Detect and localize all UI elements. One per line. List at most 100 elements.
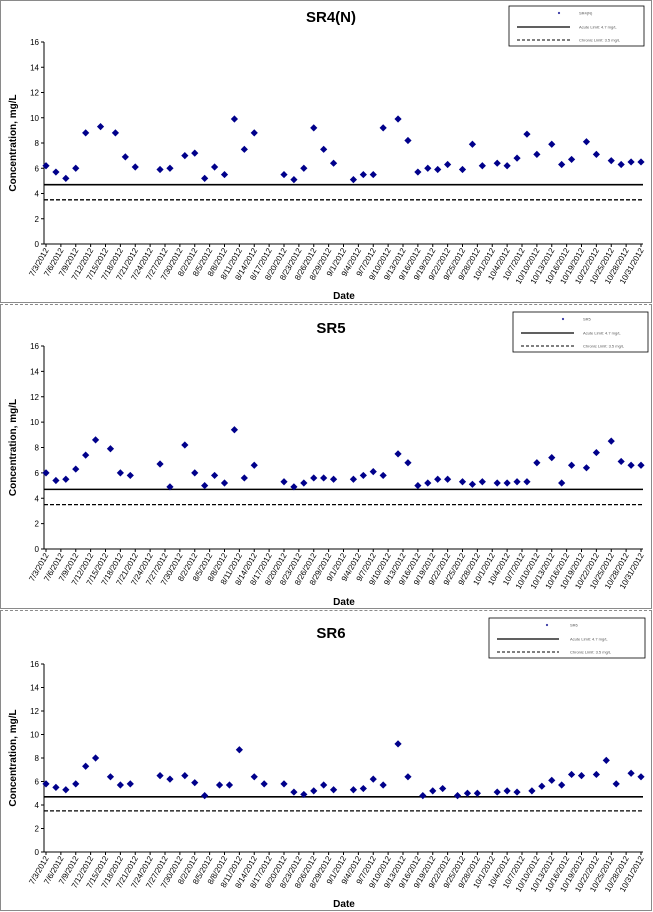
data-point <box>478 162 486 170</box>
data-point <box>404 459 412 467</box>
data-point <box>191 779 199 787</box>
data-point <box>166 483 174 491</box>
legend-marker <box>557 11 561 15</box>
data-point <box>310 474 318 482</box>
data-point <box>329 786 338 794</box>
y-tick-label: 12 <box>30 707 39 716</box>
data-point <box>230 115 239 123</box>
data-point <box>429 787 437 795</box>
data-point <box>72 780 80 788</box>
data-point <box>290 483 298 491</box>
chart-title: SR5 <box>316 320 345 337</box>
legend-label: SR6 <box>570 623 579 628</box>
data-point <box>414 481 422 490</box>
data-point <box>637 461 645 469</box>
y-tick-label: 4 <box>35 190 40 199</box>
data-point <box>191 469 199 477</box>
x-axis-label: Date <box>333 597 355 608</box>
legend-label: Chronic Limit: 3.5 mg/L <box>570 650 612 655</box>
data-point <box>503 479 511 487</box>
data-point <box>201 481 209 490</box>
data-point <box>349 176 358 184</box>
data-point <box>379 781 387 789</box>
data-point <box>424 164 432 172</box>
data-point <box>503 787 511 795</box>
data-point <box>166 164 174 172</box>
data-point <box>468 140 477 148</box>
data-point <box>156 460 164 468</box>
data-point <box>627 461 635 469</box>
data-point <box>627 158 635 166</box>
data-point <box>250 129 258 137</box>
data-point <box>414 168 422 176</box>
data-point <box>52 476 60 485</box>
data-point <box>592 150 600 158</box>
y-axis-label: Concentration, mg/L <box>8 399 19 496</box>
data-point <box>394 450 402 458</box>
data-point <box>503 162 511 170</box>
data-point <box>82 451 90 459</box>
y-tick-label: 6 <box>35 164 40 173</box>
data-point <box>91 754 100 762</box>
data-point <box>369 468 377 476</box>
data-point <box>493 479 501 487</box>
y-tick-label: 6 <box>35 778 40 787</box>
chart-svg: SR602468101214167/3/20127/6/20127/9/2012… <box>8 617 646 910</box>
y-tick-label: 2 <box>35 825 40 834</box>
legend-label: SR4(N) <box>579 11 593 16</box>
data-point <box>72 164 80 172</box>
data-point <box>458 165 467 174</box>
data-point <box>126 780 134 788</box>
data-point <box>181 152 189 160</box>
y-axis-label: Concentration, mg/L <box>8 94 19 191</box>
data-point <box>379 471 387 480</box>
data-point <box>116 469 124 477</box>
data-point <box>493 159 501 167</box>
y-tick-label: 12 <box>30 89 39 98</box>
data-point <box>320 474 328 482</box>
data-point <box>567 155 576 164</box>
y-tick-label: 6 <box>35 469 40 478</box>
data-point <box>42 162 50 170</box>
data-point <box>116 781 124 789</box>
data-point <box>592 770 600 779</box>
x-axis-label: Date <box>333 899 355 910</box>
data-point <box>444 160 452 169</box>
data-point <box>592 448 600 457</box>
y-tick-label: 16 <box>30 342 39 351</box>
data-point <box>379 124 387 132</box>
data-point <box>310 124 318 132</box>
data-point <box>538 782 546 790</box>
data-point <box>240 474 248 482</box>
data-point <box>627 769 635 777</box>
data-point <box>548 140 556 148</box>
chart-panel-sr6: SR6 0 2 4 6 8 10 12 14 16 7/3/2012 7/6/2012 7/9/2012… <box>0 610 652 911</box>
data-point <box>548 454 556 462</box>
chart-svg: SR4(N)02468101214167/3/20127/6/20127/9/2… <box>8 5 646 302</box>
data-point <box>220 479 229 487</box>
data-point <box>62 475 70 483</box>
data-point <box>210 471 219 480</box>
legend-box <box>512 311 649 353</box>
data-point <box>300 479 308 487</box>
data-point <box>607 157 615 165</box>
legend-marker <box>545 623 549 627</box>
data-point <box>225 781 234 789</box>
data-point <box>106 773 115 781</box>
data-point <box>567 461 576 469</box>
y-tick-label: 4 <box>35 494 40 503</box>
data-point <box>424 479 432 487</box>
data-point <box>91 436 100 444</box>
y-axis-label: Concentration, mg/L <box>8 709 19 806</box>
data-point <box>166 775 174 783</box>
data-point <box>320 781 328 789</box>
data-point <box>637 773 645 781</box>
legend-label: Chronic Limit: 3.5 mg/L <box>579 38 621 43</box>
data-point <box>513 154 521 162</box>
data-point <box>210 163 219 171</box>
chart-panel-sr4n: SR4(N) 0 2 4 6 8 10 12 14 16 7/3/2012 7/6/2012 7/9/2… <box>0 0 652 303</box>
y-tick-label: 0 <box>35 848 40 857</box>
y-tick-label: 8 <box>35 444 40 453</box>
data-point <box>523 478 531 486</box>
data-point <box>280 780 288 788</box>
